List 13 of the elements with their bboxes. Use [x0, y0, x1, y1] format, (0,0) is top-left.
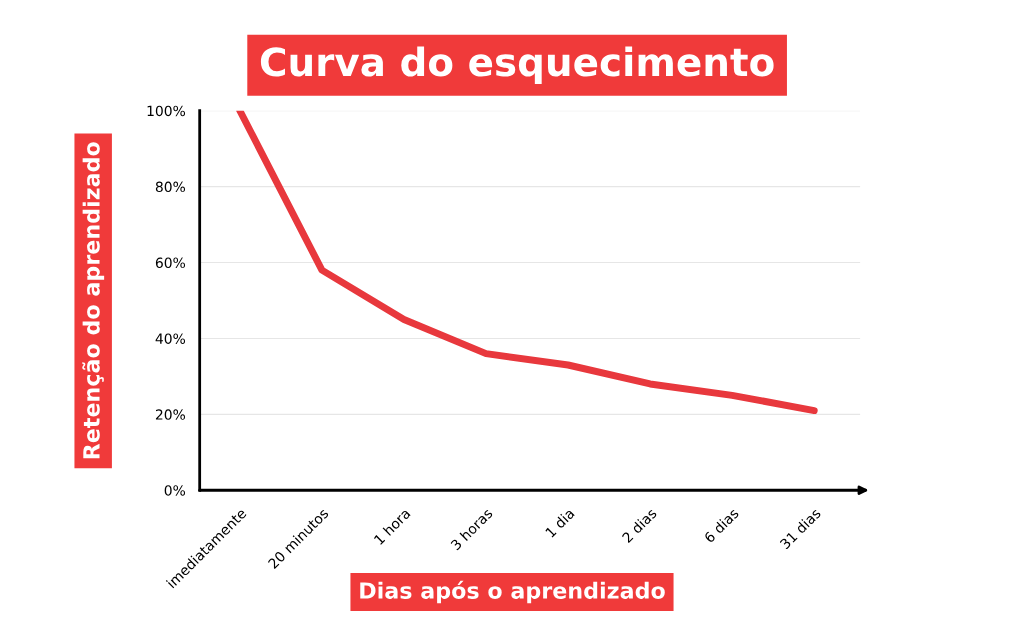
y-tick-label: 100% [147, 105, 186, 117]
y-tick-label: 0% [164, 485, 186, 496]
x-tick-label: 6 dias [703, 507, 740, 544]
y-tick-label: 20% [155, 409, 186, 420]
x-tick-label: 31 dias [779, 507, 822, 550]
y-tick-label: 40% [155, 333, 186, 344]
x-axis-title: Dias após o aprendizado [360, 580, 665, 604]
y-axis-title: Retenção do aprendizado [82, 142, 105, 459]
y-tick-label: 80% [155, 181, 186, 193]
y-tick-label: 60% [155, 257, 186, 268]
x-tick-label: 1 dia [544, 507, 575, 538]
chart-title: Curva do esquecimento [260, 46, 774, 85]
x-tick-label: 2 dias [621, 507, 658, 544]
